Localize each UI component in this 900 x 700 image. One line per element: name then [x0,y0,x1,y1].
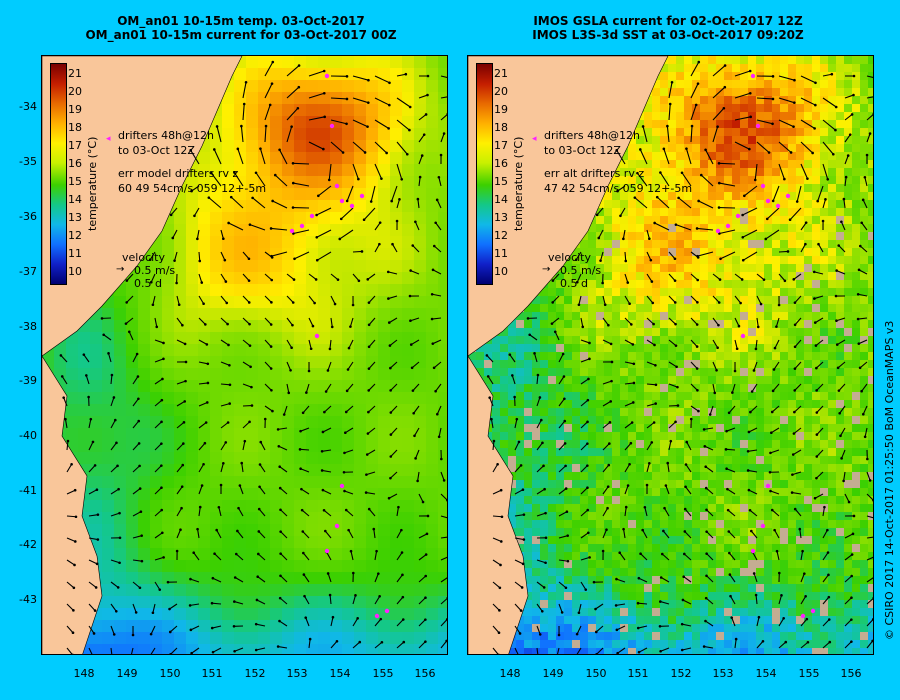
colorbar-tick: 11 [68,247,82,260]
drifter-tracks [715,73,816,619]
colorbar-tick: 13 [494,211,508,224]
current-vectors [59,60,447,654]
drifters-legend: ◂ drifters 48h@12h to 03-Oct 12Z [532,128,641,158]
colorbar-tick: 16 [68,157,82,170]
lat-tick: -34 [19,100,37,113]
lon-tick: 151 [627,667,649,680]
colorbar-axis-label: temperature (°C) [512,136,525,231]
colorbar-tick: 20 [494,85,508,98]
velocity-arrow-icon: → [542,264,551,275]
colorbar-tick: 21 [494,67,508,80]
lat-tick: -41 [19,484,37,497]
drifters-line2: to 03-Oct 12Z [118,144,195,157]
velocity-arrow-icon: → [116,264,125,275]
left-panel-title: OM_an01 10-15m temp. 03-Oct-2017 OM_an01… [41,14,441,42]
colorbar-tick: 16 [494,157,508,170]
velocity-key: velocity → 0.5 m/s 0.5 d [116,251,176,290]
colorbar-tick: 15 [494,175,508,188]
colorbar-tick: 17 [494,139,508,152]
credit-text: © CSIRO 2017 14-Oct-2017 01:25:50 BoM Oc… [883,320,896,640]
colorbar-tick: 10 [68,265,82,278]
left-title-line2: OM_an01 10-15m current for 03-Oct-2017 0… [85,28,397,42]
lat-tick: -36 [19,210,37,223]
colorbar-tick: 10 [494,265,508,278]
velocity-key-label: velocity [548,251,591,264]
velocity-key-duration: 0.5 d [560,277,588,290]
lat-tick: -38 [19,320,37,333]
drifters-line2: to 03-Oct 12Z [544,144,621,157]
lon-tick: 149 [116,667,138,680]
colorbar-tick: 18 [494,121,508,134]
colorbar [50,63,67,285]
lon-tick: 156 [840,667,862,680]
velocity-key-speed: 0.5 m/s [134,264,176,277]
lon-tick: 154 [755,667,777,680]
right-title-line1: IMOS GSLA current for 02-Oct-2017 12Z [533,14,803,28]
map-canvas [42,56,447,654]
lat-tick: -42 [19,538,37,551]
lon-tick: 148 [73,667,95,680]
colorbar-tick: 14 [68,193,82,206]
drifters-line1: drifters 48h@12h [544,129,641,142]
left-title-line1: OM_an01 10-15m temp. 03-Oct-2017 [117,14,365,28]
colorbar-tick: 19 [68,103,82,116]
right-panel-title: IMOS GSLA current for 02-Oct-2017 12Z IM… [468,14,868,42]
colorbar-axis-label: temperature (°C) [86,136,99,231]
colorbar-tick: 15 [68,175,82,188]
lon-tick: 150 [585,667,607,680]
colorbar-tick: 14 [494,193,508,206]
colorbar-tick: 19 [494,103,508,116]
colorbar-tick: 18 [68,121,82,134]
colorbar-tick: 12 [68,229,82,242]
current-vectors [485,60,873,654]
satellite-sst-map: 21 20 19 18 17 16 15 14 13 12 11 10 temp… [467,55,874,655]
coastline-islands [468,355,529,654]
velocity-key-duration: 0.5 d [134,277,162,290]
lon-tick: 152 [244,667,266,680]
lat-tick: -40 [19,429,37,442]
colorbar-tick: 20 [68,85,82,98]
error-stats-line2: 60 49 54cm/s 059 12+-5m [118,182,267,195]
velocity-key-speed: 0.5 m/s [560,264,602,277]
lon-tick: 152 [670,667,692,680]
drifters-legend: ◂ drifters 48h@12h to 03-Oct 12Z [106,128,215,158]
coastline-islands [42,355,103,654]
drifter-marker-icon: ◂ [106,134,111,144]
colorbar-tick: 11 [494,247,508,260]
right-title-line2: IMOS L3S-3d SST at 03-Oct-2017 09:20Z [532,28,804,42]
error-stats: err alt drifters rv z 47 42 54cm/s 059 1… [544,166,692,196]
drifters-line1: drifters 48h@12h [118,129,215,142]
lon-tick: 155 [798,667,820,680]
error-stats-line2: 47 42 54cm/s 059 12+-5m [544,182,693,195]
lon-tick: 148 [499,667,521,680]
lon-tick: 155 [372,667,394,680]
drifter-marker-icon: ◂ [532,134,537,144]
map-canvas [468,56,873,654]
velocity-key-label: velocity [122,251,165,264]
colorbar-tick: 21 [68,67,82,80]
model-temperature-map: 21 20 19 18 17 16 15 14 13 12 11 10 temp… [41,55,448,655]
drifter-tracks [289,73,390,619]
lat-tick: -37 [19,265,37,278]
lat-tick: -35 [19,155,37,168]
error-stats-line1: err alt drifters rv z [544,167,645,180]
coastline-mainland [468,56,669,357]
lon-tick: 153 [712,667,734,680]
coastline-mainland [42,56,243,357]
velocity-key: velocity → 0.5 m/s 0.5 d [542,251,602,290]
lon-tick: 156 [414,667,436,680]
lon-tick: 149 [542,667,564,680]
colorbar [476,63,493,285]
error-stats: err model drifters rv z 60 49 54cm/s 059… [118,166,266,196]
lon-tick: 151 [201,667,223,680]
colorbar-tick: 12 [494,229,508,242]
error-stats-line1: err model drifters rv z [118,167,239,180]
colorbar-tick: 17 [68,139,82,152]
lon-tick: 150 [159,667,181,680]
lon-tick: 154 [329,667,351,680]
colorbar-tick: 13 [68,211,82,224]
lat-tick: -39 [19,374,37,387]
lon-tick: 153 [286,667,308,680]
lat-tick: -43 [19,593,37,606]
